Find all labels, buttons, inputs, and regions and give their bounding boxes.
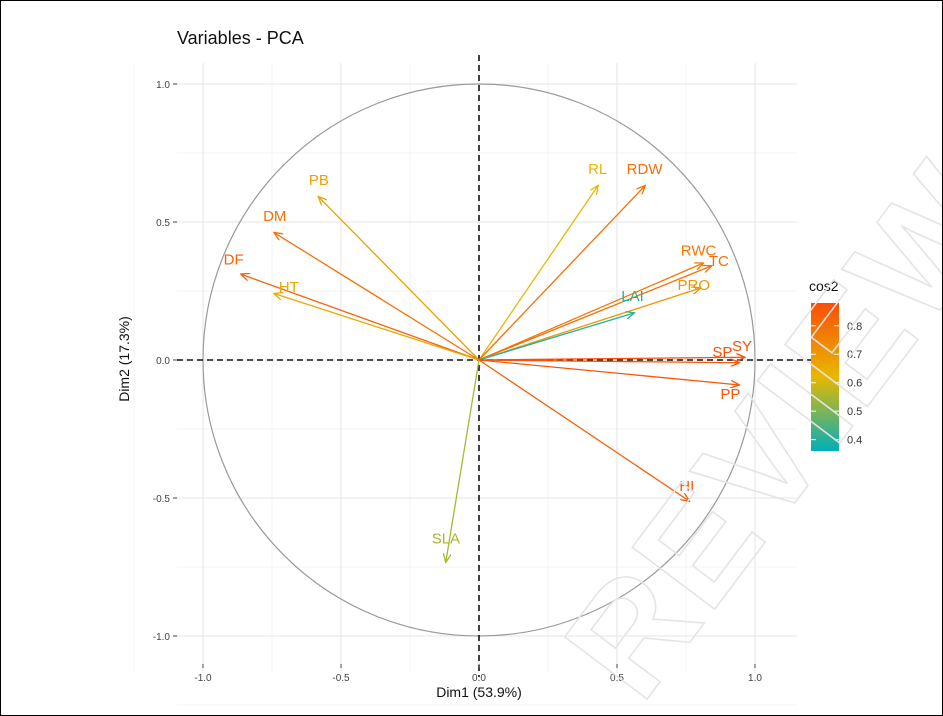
chart-title: Variables - PCA — [177, 28, 304, 48]
arrow-rwc — [478, 263, 703, 361]
arrow-sp — [478, 360, 738, 363]
label-rdw: RDW — [627, 161, 664, 178]
label-sy: SY — [732, 338, 752, 355]
arrow-dm — [275, 233, 480, 361]
y-tick-label: -1.0 — [153, 632, 171, 643]
y-axis-ticks: 1.0 0.5 0.0 -0.5 -1.0 — [153, 80, 177, 643]
legend-tick-label: 0.6 — [847, 378, 862, 390]
label-ht: HT — [279, 279, 299, 296]
x-tick-label: -0.5 — [332, 673, 350, 684]
label-dm: DM — [263, 208, 286, 225]
arrow-sla — [446, 359, 480, 561]
arrow-rl — [478, 186, 598, 361]
grid — [133, 63, 797, 706]
legend-tick-label: 0.4 — [847, 435, 862, 447]
legend-tick-label: 0.5 — [847, 406, 862, 418]
label-df: DF — [224, 251, 244, 268]
arrow-tc — [478, 266, 711, 361]
label-rl: RL — [588, 161, 607, 178]
arrow-pp — [478, 359, 738, 385]
y-tick-label: 0.0 — [156, 356, 170, 367]
label-sp: SP — [712, 344, 732, 361]
legend-ticks: 0.8 0.7 0.6 0.5 0.4 — [811, 321, 862, 447]
legend-tick-label: 0.7 — [847, 349, 862, 361]
label-pp: PP — [720, 386, 740, 403]
arrow-rdw — [478, 186, 645, 361]
x-axis-title: Dim1 (53.9%) — [436, 684, 522, 700]
label-tc: TC — [709, 253, 729, 270]
arrow-ht — [275, 294, 480, 361]
arrow-lai — [478, 313, 634, 361]
review-watermark: REVIEW — [532, 133, 942, 715]
y-tick-label: 1.0 — [156, 80, 170, 91]
label-hi: HI — [679, 478, 694, 495]
x-tick-label: -1.0 — [194, 673, 212, 684]
legend-tick-label: 0.8 — [847, 321, 862, 333]
y-tick-label: 0.5 — [156, 218, 170, 229]
label-pb: PB — [309, 172, 329, 189]
x-tick-label: 0.0 — [472, 673, 486, 684]
label-sla: SLA — [432, 530, 460, 547]
legend-colorbar — [811, 303, 839, 451]
variable-arrows — [242, 186, 744, 561]
label-pro: PRO — [678, 277, 711, 294]
x-tick-label: 1.0 — [748, 673, 762, 684]
label-lai: LAI — [621, 288, 644, 305]
arrow-pb — [319, 197, 480, 361]
x-tick-label: 0.5 — [610, 673, 624, 684]
arrow-df — [242, 274, 480, 361]
y-axis-title: Dim2 (17.3%) — [116, 316, 132, 402]
y-tick-label: -0.5 — [153, 494, 171, 505]
arrow-sy — [478, 357, 744, 360]
arrow-pro — [478, 288, 700, 361]
label-rwc: RWC — [681, 242, 717, 259]
arrow-hi — [478, 359, 689, 501]
x-axis-ticks: -1.0 -0.5 0.0 0.5 1.0 — [194, 664, 762, 684]
cos2-legend: cos2 0.8 0.7 0.6 0.5 0.4 — [809, 278, 862, 451]
legend-title: cos2 — [809, 278, 839, 294]
